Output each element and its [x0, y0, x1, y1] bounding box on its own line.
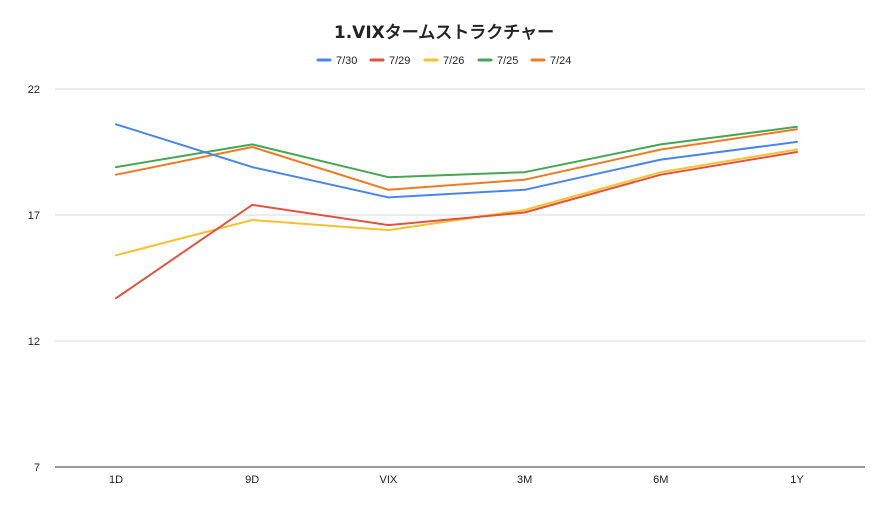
y-tick-label: 12 — [28, 336, 40, 348]
legend-label: 7/24 — [550, 55, 571, 67]
series-line-7-24 — [115, 128, 798, 191]
legend-label: 7/26 — [443, 55, 464, 67]
series-line-7-29 — [115, 151, 798, 300]
x-tick-label: VIX — [380, 474, 398, 486]
series-line-7-26 — [115, 148, 798, 257]
x-tick-label: 1Y — [790, 474, 804, 486]
chart-title: 1.VIXタームストラクチャー — [333, 23, 555, 43]
x-tick-label: 9D — [245, 474, 259, 486]
series-line-7-25 — [115, 125, 798, 179]
y-tick-label: 7 — [34, 462, 40, 474]
legend-label: 7/29 — [389, 55, 410, 67]
y-tick-label: 22 — [28, 84, 40, 96]
x-tick-label: 3M — [517, 474, 532, 486]
legend-label: 7/30 — [336, 55, 357, 67]
x-tick-label: 1D — [109, 474, 123, 486]
y-tick-label: 17 — [28, 210, 40, 222]
legend-label: 7/25 — [497, 55, 518, 67]
series-line-7-30 — [115, 123, 798, 199]
x-tick-label: 6M — [653, 474, 668, 486]
